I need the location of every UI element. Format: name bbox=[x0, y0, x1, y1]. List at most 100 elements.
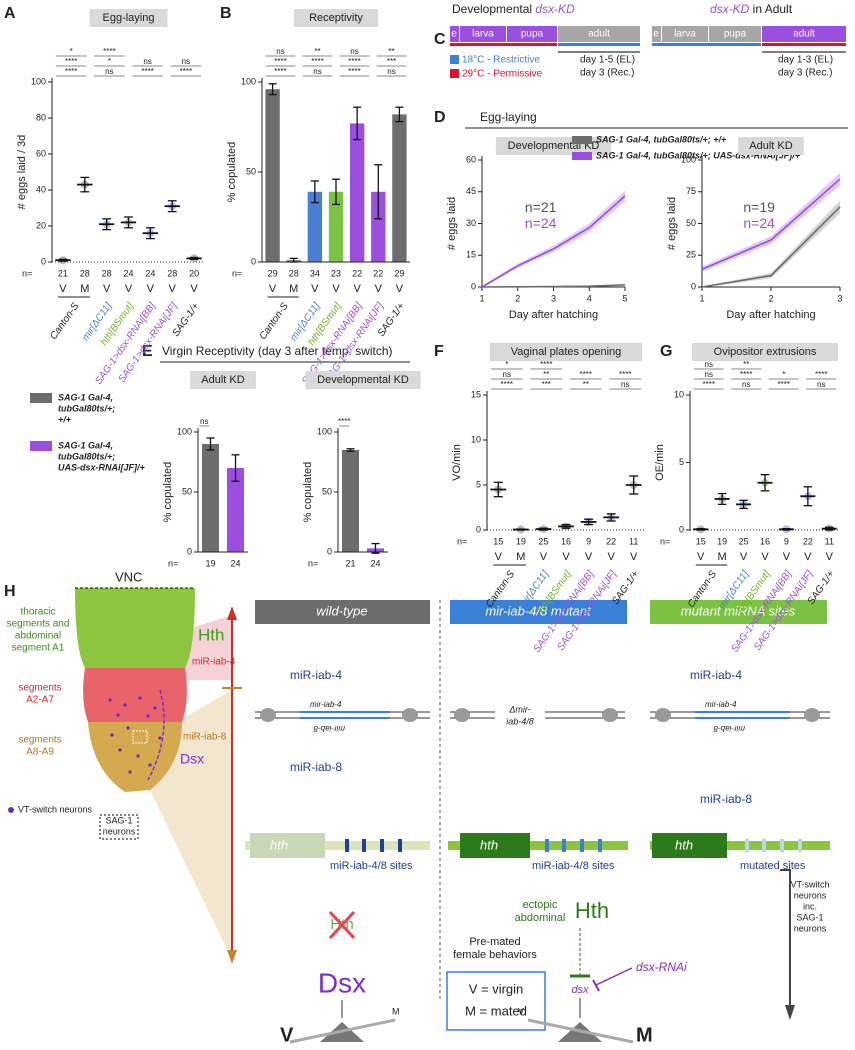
vt-pathway: VT-switch neurons inc. SAG-1 neurons bbox=[780, 869, 830, 1020]
annotation: n=24 bbox=[525, 215, 557, 231]
vnc-a8a9 bbox=[88, 722, 182, 792]
y-tick-label: 45 bbox=[466, 186, 476, 196]
mrna bbox=[448, 841, 628, 850]
c-title-part: in Adult bbox=[749, 2, 792, 16]
y-axis-label: % copulated bbox=[226, 142, 238, 203]
bar bbox=[202, 444, 219, 552]
sig-label: **** bbox=[103, 47, 115, 56]
stage bbox=[709, 26, 761, 42]
sig-label: ns bbox=[387, 67, 395, 76]
y-tick-label: 0 bbox=[476, 524, 481, 534]
status: V bbox=[169, 283, 177, 295]
status: V bbox=[147, 283, 155, 295]
sig-label: **** bbox=[311, 57, 323, 66]
panel-label: D bbox=[434, 109, 446, 126]
sag1-key: neurons bbox=[103, 826, 136, 836]
line bbox=[481, 284, 626, 288]
sig-label: **** bbox=[274, 67, 286, 76]
sites bbox=[345, 839, 402, 852]
stage bbox=[652, 26, 661, 42]
legend-text: 18°C - Restrictive bbox=[462, 55, 540, 66]
sag1-key-box bbox=[99, 814, 139, 840]
sig-label: **** bbox=[274, 57, 286, 66]
dsx-rnai: dsx-RNAi bbox=[636, 960, 687, 974]
annotation: n=24 bbox=[743, 215, 775, 231]
days: day 3 (Rec.) bbox=[778, 68, 832, 79]
y-axis-label: VO/min bbox=[451, 444, 463, 481]
sig-label: ns bbox=[350, 47, 358, 56]
inhibit bbox=[595, 967, 633, 986]
sig-label: *** bbox=[542, 380, 551, 389]
legend-label: tubGal80ts/+; bbox=[58, 451, 115, 461]
n-label: n= bbox=[168, 558, 178, 568]
n-value: 24 bbox=[123, 268, 133, 278]
title-box bbox=[89, 9, 168, 27]
sag1-key: SAG-1 bbox=[105, 815, 132, 825]
sig-label: **** bbox=[815, 370, 827, 379]
cross bbox=[328, 910, 356, 940]
vt-text: neurons bbox=[794, 890, 827, 900]
y-tick-label: 0 bbox=[691, 281, 696, 291]
y-axis-label: # eggs laid bbox=[446, 197, 458, 250]
sig-label: ns bbox=[143, 57, 151, 66]
chart-title: Adult KD bbox=[749, 140, 792, 152]
region-label: thoracic bbox=[20, 607, 55, 618]
c-title-part: dsx-KD bbox=[710, 2, 750, 16]
sig-label: **** bbox=[501, 380, 513, 389]
sites-label: mutated sites bbox=[740, 860, 806, 872]
arrow bbox=[780, 869, 791, 1010]
legend-swatch bbox=[572, 136, 592, 144]
legend-swatch bbox=[572, 152, 592, 160]
status: V bbox=[495, 551, 503, 563]
n-label: n= bbox=[660, 536, 670, 546]
x-axis-label: Day after hatching bbox=[726, 309, 815, 321]
vt-text: SAG-1 bbox=[796, 912, 823, 922]
temp-bar bbox=[762, 43, 846, 46]
y-tick-label: 10 bbox=[471, 434, 481, 444]
n-value: 9 bbox=[586, 536, 591, 546]
stage bbox=[460, 26, 506, 42]
panel-label: B bbox=[220, 5, 232, 22]
title-box bbox=[305, 371, 421, 389]
wedge bbox=[185, 615, 232, 680]
region-label: A8-A9 bbox=[26, 747, 54, 758]
arrow-head bbox=[227, 950, 237, 964]
sig-label: ns bbox=[621, 380, 629, 389]
hth-box bbox=[460, 833, 530, 858]
y-axis-label: OE/min bbox=[654, 444, 666, 481]
y-tick-label: 0 bbox=[41, 256, 46, 266]
gene-label: mir-iab-4 bbox=[705, 700, 737, 709]
y-tick-label: 60 bbox=[466, 154, 476, 164]
panel-label: C bbox=[434, 31, 446, 48]
gene-label: mir-iab-8 bbox=[713, 724, 745, 733]
n-value: 25 bbox=[739, 536, 749, 546]
panel-label: E bbox=[142, 343, 153, 360]
n-value: 11 bbox=[825, 536, 834, 546]
chart: Egg-laying# eggs laid / 3d020406080100**… bbox=[16, 9, 205, 387]
bar bbox=[349, 123, 365, 263]
d-header: Egg-laying bbox=[480, 110, 537, 124]
vt-text: neurons bbox=[794, 923, 827, 933]
stage-label: pupa bbox=[724, 29, 747, 40]
sig-label: ns bbox=[705, 360, 713, 369]
chart: Adult KD # eggs laid 0 25 50 75 100 1 2 3 Day afte… bbox=[666, 137, 843, 321]
ectopic-hth: Hth bbox=[575, 898, 609, 923]
key: M = mated bbox=[465, 1003, 527, 1018]
y-tick-label: 100 bbox=[31, 76, 46, 86]
n-value: 21 bbox=[58, 268, 68, 278]
hth-box bbox=[652, 833, 727, 858]
stage-label: adult bbox=[588, 29, 610, 40]
stage bbox=[450, 26, 459, 42]
sig-label: **** bbox=[740, 370, 752, 379]
sig-label: ns bbox=[817, 380, 825, 389]
vt-key: VT-switch neurons bbox=[18, 804, 93, 814]
stage bbox=[507, 26, 557, 42]
vnc-thoracic bbox=[75, 588, 195, 668]
col-title: mutant miRNA sites bbox=[681, 603, 796, 618]
deletion-label: iab-4/8 bbox=[506, 716, 534, 726]
neuron-key bbox=[8, 807, 14, 813]
ectopic: ectopic bbox=[523, 899, 558, 911]
seesaw-v: V bbox=[280, 1024, 294, 1046]
y-tick-label: 0 bbox=[187, 546, 192, 556]
x-tick-label: 1 bbox=[479, 293, 484, 303]
